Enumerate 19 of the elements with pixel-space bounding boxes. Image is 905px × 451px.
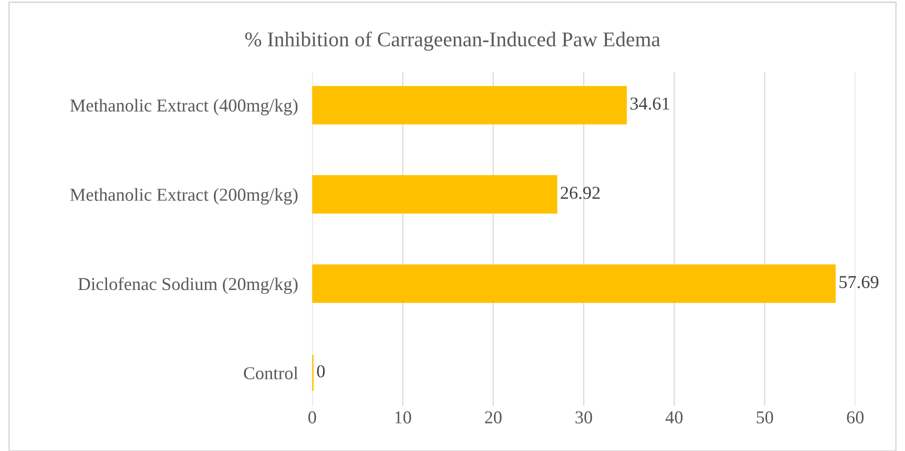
x-tick-label: 60 [846,411,864,424]
data-label: 0 [317,365,325,378]
y-tick-label: Methanolic Extract (200mg/kg) [70,188,298,205]
x-tick-label: 0 [308,411,316,424]
y-tick-label: Methanolic Extract (400mg/kg) [70,98,298,116]
x-tick-label: 10 [395,411,412,424]
x-tick-label: 30 [576,411,592,424]
data-label: 26.92 [560,186,600,200]
bar [312,175,558,214]
bar [312,86,627,124]
y-tick-label: Control [244,366,298,380]
data-label: 57.69 [840,276,878,288]
x-tick-label: 50 [756,411,774,424]
y-tick-label: Diclofenac Sodium (20mg/kg) [78,277,298,294]
bar [312,264,836,303]
x-tick-label: 40 [666,411,683,424]
chart-title: % Inhibition of Carrageenan-Induced Paw Edema [245,32,660,51]
x-tick-label: 20 [484,411,502,424]
data-label: 34.61 [630,98,670,110]
